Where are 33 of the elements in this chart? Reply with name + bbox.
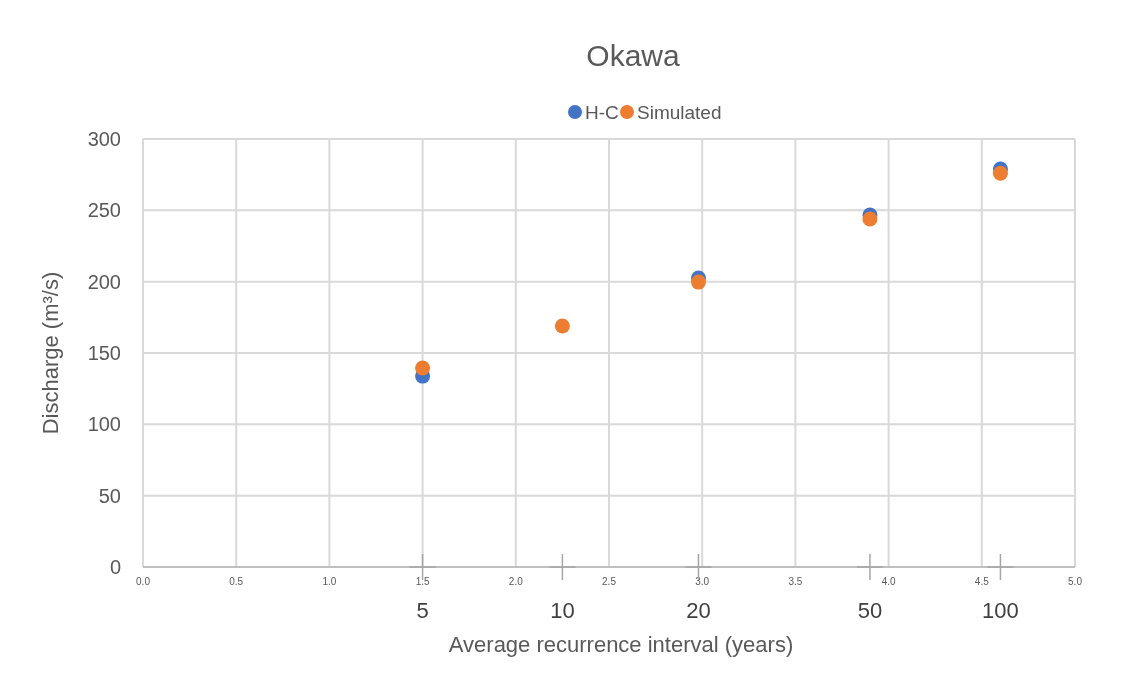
y-tick-label: 50 (98, 484, 121, 507)
y-tick-label: 200 (87, 270, 121, 293)
x-tick-label: 4.0 (881, 576, 896, 587)
x-tick-label: 1.0 (322, 576, 337, 587)
x-tick-label: 2.0 (508, 576, 524, 587)
text: 20 (686, 598, 711, 623)
x-tick-label: 0.5 (229, 576, 244, 587)
point (554, 318, 570, 334)
y-tick-label: 300 (87, 128, 121, 150)
y-axis-title: Discharge (m³/s) (38, 271, 63, 435)
x-tick-label: 2.5 (602, 576, 617, 587)
point (415, 360, 431, 376)
y-tick-label: 250 (87, 199, 121, 222)
x-tick-label: 0.0 (136, 576, 151, 587)
point (690, 274, 706, 290)
text: 5 (416, 598, 429, 623)
x-tick-label: 5.0 (1068, 576, 1083, 587)
legend-label: H-C (585, 102, 619, 123)
text: 100 (982, 598, 1019, 623)
y-tick-label: 0 (109, 556, 121, 578)
y-tick-label: 100 (87, 413, 121, 436)
chart-title: Okawa (586, 39, 680, 72)
x-axis-title: Average recurrence interval (years) (448, 632, 794, 657)
point (992, 165, 1008, 181)
point (862, 211, 878, 227)
legend-label: Simulated (637, 102, 722, 123)
text: 10 (550, 598, 575, 623)
x-tick-label: 3.5 (788, 576, 803, 587)
y-tick-label: 150 (87, 342, 121, 364)
x-tick-label: 1.5 (415, 576, 430, 587)
x-tick-label: 4.5 (974, 576, 990, 587)
text: 50 (857, 598, 883, 623)
x-tick-label: 3.0 (695, 576, 710, 587)
